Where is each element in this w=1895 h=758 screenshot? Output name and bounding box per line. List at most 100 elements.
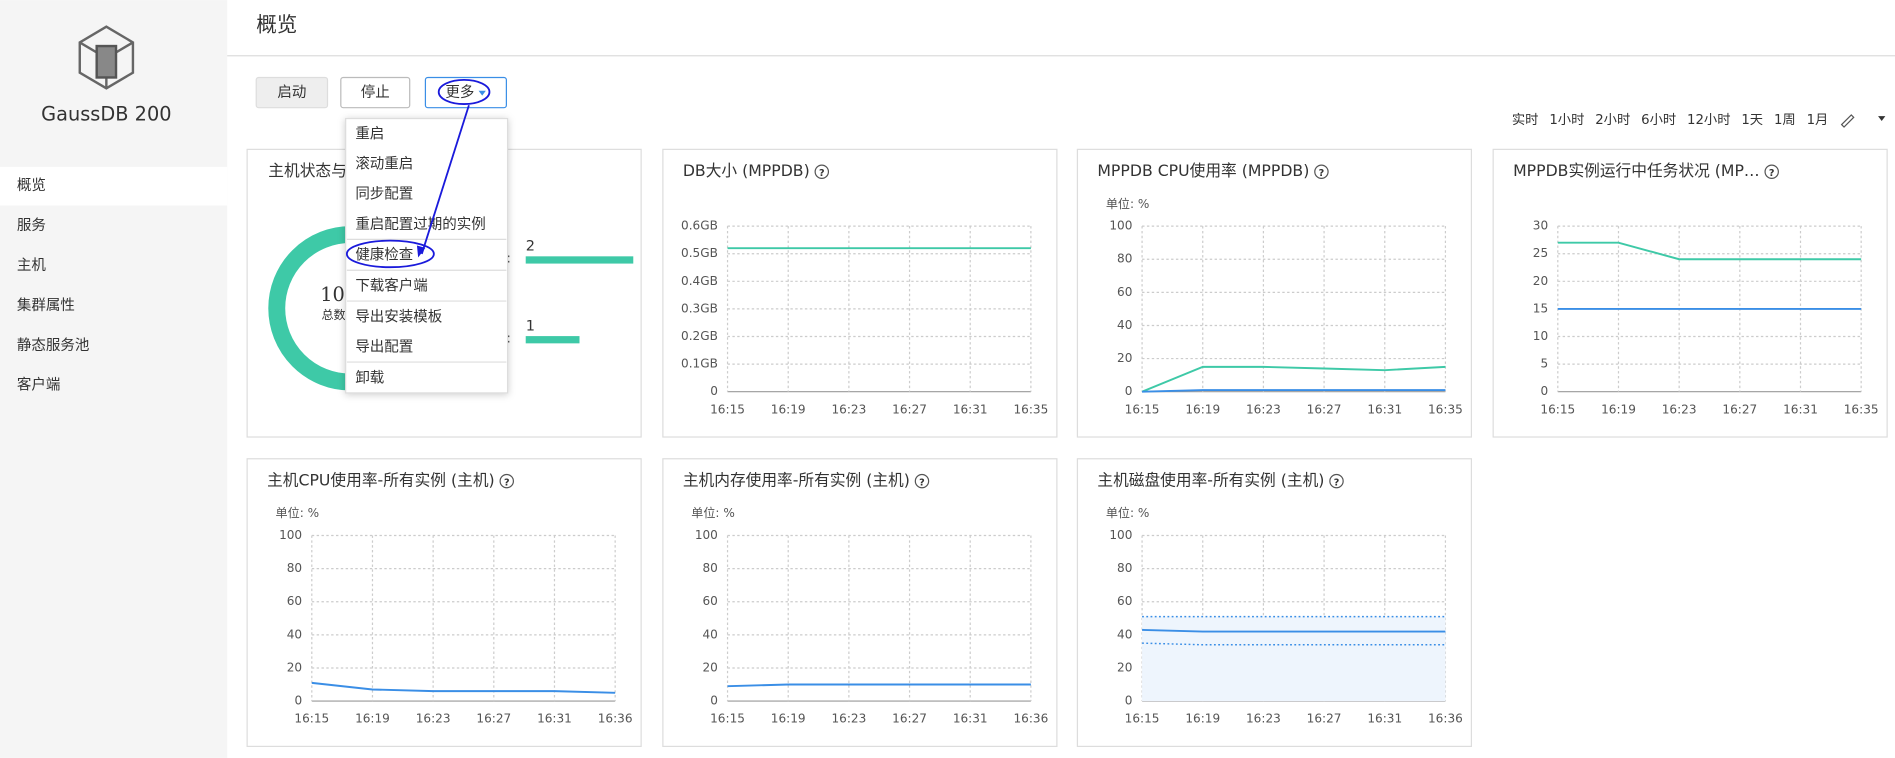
range-caret[interactable]	[1878, 116, 1886, 121]
time-range[interactable]: 6小时	[1641, 112, 1676, 128]
help-icon-glyph: ?	[819, 168, 825, 179]
chart-title: 主机CPU使用率-所有实例 (主机)	[267, 471, 495, 490]
help-icon[interactable]	[1329, 473, 1344, 489]
x-tick-label: 16:15	[294, 712, 329, 726]
annotation-arrow	[420, 104, 470, 255]
menu-item[interactable]: 下载客户端	[355, 278, 428, 295]
x-tick-label: 16:35	[1428, 402, 1463, 416]
help-icon[interactable]	[914, 473, 930, 489]
y-tick-label: 0.5GB	[681, 246, 718, 260]
time-range[interactable]: 1周	[1774, 113, 1796, 128]
help-icon-glyph: ?	[1334, 477, 1340, 488]
y-tick-label: 0	[294, 694, 302, 708]
chart-unit: 单位: %	[1106, 505, 1150, 520]
series-line	[1142, 628, 1446, 633]
logo	[78, 25, 135, 90]
page-title: 概览	[256, 13, 297, 37]
y-tick-label: 40	[703, 627, 718, 641]
panel	[1492, 148, 1888, 438]
x-tick-label: 16:15	[710, 712, 745, 726]
x-tick-label: 16:23	[1662, 402, 1697, 416]
menu-item[interactable]: 卸载	[355, 369, 384, 386]
x-tick-label: 16:15	[1125, 712, 1160, 726]
sidebar	[0, 0, 228, 758]
x-tick-label: 16:19	[355, 712, 390, 726]
y-tick-label: 20	[287, 660, 302, 674]
edit-icon[interactable]	[1840, 114, 1855, 128]
x-tick-label: 16:19	[1601, 402, 1636, 416]
button-label[interactable]: 更多	[445, 84, 474, 101]
y-tick-label: 40	[1117, 627, 1132, 641]
y-tick-label: 10	[1533, 329, 1548, 343]
y-tick-label: 0.6GB	[681, 219, 718, 233]
button-label[interactable]: 停止	[361, 84, 390, 101]
help-icon[interactable]	[814, 164, 830, 179]
nav-item[interactable]: 集群属性	[17, 297, 75, 314]
menu-item: 重启配置过期的实例	[355, 216, 486, 233]
nav-item[interactable]: 服务	[17, 217, 46, 234]
y-tick-label: 5	[1540, 357, 1548, 371]
y-tick-label: 0.3GB	[681, 301, 718, 315]
help-icon[interactable]	[499, 473, 515, 489]
menu-item[interactable]: 同步配置	[355, 186, 413, 203]
y-tick-label: 80	[287, 561, 302, 575]
menu-item[interactable]: 重启	[355, 125, 384, 142]
y-tick-label: 60	[1117, 594, 1132, 608]
series-line	[311, 681, 616, 694]
time-range[interactable]: 1小时	[1549, 112, 1584, 128]
count-bar	[525, 256, 634, 264]
y-tick-label: 30	[1533, 219, 1548, 233]
donut-label: 总数	[321, 307, 345, 322]
y-tick-label: 100	[695, 528, 718, 542]
x-tick-label: 16:27	[1307, 402, 1342, 416]
chart-unit: 单位: %	[1106, 196, 1150, 211]
x-tick-label: 16:15	[710, 402, 745, 416]
y-tick-label: 100	[279, 528, 302, 542]
time-range[interactable]: 1月	[1807, 113, 1829, 128]
x-tick-label: 16:31	[1367, 402, 1402, 416]
y-tick-label: 0	[710, 694, 718, 708]
button[interactable]	[340, 76, 411, 109]
time-range[interactable]: 1天	[1741, 113, 1763, 128]
help-icon[interactable]	[1764, 164, 1779, 179]
nav-item[interactable]: 概览	[17, 177, 46, 194]
chart-unit: 单位: %	[276, 505, 320, 520]
x-tick-label: 16:19	[771, 402, 806, 416]
x-tick-label: 16:19	[1185, 402, 1220, 416]
x-tick-label: 16:27	[1722, 402, 1757, 416]
series-line	[1557, 241, 1862, 261]
time-range[interactable]: 2小时	[1595, 112, 1630, 128]
menu-item: 滚动重启	[355, 155, 413, 172]
y-tick-label: 25	[1533, 246, 1548, 260]
count-bar	[525, 336, 580, 344]
y-tick-label: 80	[1117, 252, 1132, 266]
series-line	[727, 683, 1031, 688]
help-icon-glyph: ?	[1319, 168, 1325, 179]
x-tick-label: 16:36	[1428, 712, 1463, 726]
nav-item[interactable]: 主机	[17, 257, 46, 274]
y-tick-label: 0.4GB	[681, 274, 718, 288]
button	[255, 76, 329, 109]
help-icon-glyph: ?	[919, 477, 925, 488]
menu-item[interactable]: 健康检查	[355, 247, 413, 264]
help-icon[interactable]	[1314, 164, 1329, 179]
x-tick-label: 16:31	[953, 402, 988, 416]
menu-item[interactable]: 导出安装模板	[355, 307, 442, 325]
count-colon: :	[506, 252, 510, 267]
series-line	[1141, 365, 1446, 393]
y-tick-label: 80	[1117, 561, 1132, 575]
x-tick-label: 16:19	[771, 712, 806, 726]
time-range[interactable]: 12小时	[1687, 112, 1730, 128]
time-range[interactable]: 实时	[1512, 112, 1539, 128]
count-label: 1	[526, 318, 535, 334]
count-colon: :	[506, 332, 510, 347]
nav-item[interactable]: 静态服务池	[17, 337, 90, 354]
series-area	[1142, 616, 1446, 702]
nav-item[interactable]: 客户端	[17, 377, 61, 394]
menu-item[interactable]: 导出配置	[355, 339, 413, 356]
button-label: 启动	[277, 84, 306, 101]
x-tick-label: 16:27	[892, 712, 927, 726]
y-tick-label: 80	[703, 561, 718, 575]
chart-title: DB大小 (MPPDB)	[683, 161, 810, 180]
